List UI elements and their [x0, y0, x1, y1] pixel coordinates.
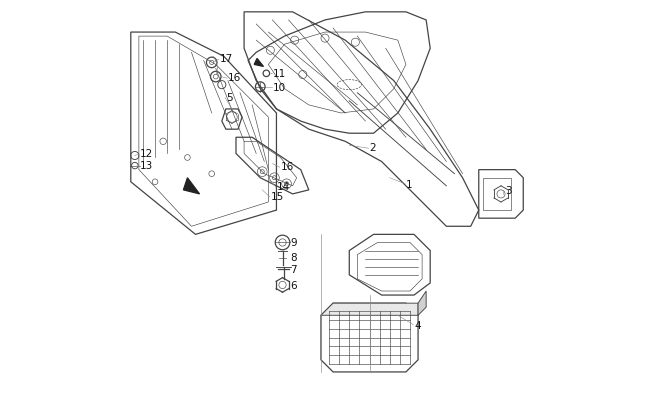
Text: 14: 14 — [276, 181, 290, 191]
Polygon shape — [254, 59, 263, 67]
Text: 2: 2 — [369, 143, 376, 153]
Polygon shape — [418, 291, 426, 315]
Text: 16: 16 — [228, 73, 241, 83]
Polygon shape — [183, 178, 200, 194]
Text: 15: 15 — [270, 192, 283, 201]
Polygon shape — [321, 303, 418, 315]
Text: 3: 3 — [505, 185, 512, 195]
Text: 8: 8 — [291, 253, 297, 263]
Text: 5: 5 — [226, 93, 233, 102]
Text: 10: 10 — [273, 83, 287, 92]
Text: 11: 11 — [273, 69, 287, 79]
Text: 16: 16 — [281, 162, 294, 172]
Text: 7: 7 — [291, 264, 297, 274]
Text: 13: 13 — [140, 160, 153, 171]
Text: 12: 12 — [140, 149, 153, 159]
Text: 4: 4 — [414, 321, 421, 330]
Text: 9: 9 — [291, 238, 297, 248]
Text: 17: 17 — [220, 54, 233, 64]
Text: 1: 1 — [406, 179, 413, 189]
Text: 6: 6 — [291, 280, 297, 290]
